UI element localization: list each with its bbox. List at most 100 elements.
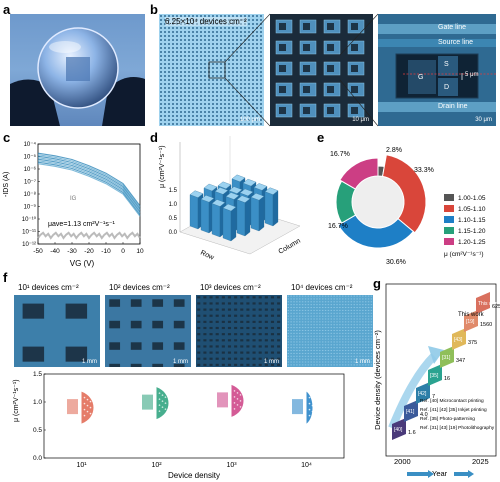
density-value: 375 [468,340,477,346]
panel-label-e: e [317,130,325,145]
density-value: 1.6 [408,430,416,436]
mobility-box [292,399,303,415]
pct-left: 16.7% [328,223,348,230]
density-value: 347 [456,358,465,364]
density-value: 4.0 [420,412,428,418]
density-value: 16 [444,376,450,382]
transfer-curve [37,152,141,207]
mobility-box [217,392,228,408]
mobility-3d-bar-chart: 0.0 0.5 1.0 1.5 μ (cm²V⁻¹s⁻¹) Row Column [159,136,302,262]
density-value: 7 [432,394,435,400]
density-label: 6.25×10⁴ devices cm⁻² [165,17,247,26]
mobility-violin [156,387,169,420]
ref-description: Ref. [41] [42] [35] Inkjet printing [420,407,487,413]
mobility-annotation: μave=1.13 cm²V⁻¹s⁻¹ [48,221,116,228]
z-tick-label: 1.5 [169,188,178,194]
scale-bar-1mm: 1 mm [173,359,188,365]
x-tick-label: -40 [50,248,60,255]
density-micrograph: 1 mm [14,295,100,367]
y-tick-label: 10⁻⁶ [24,166,37,173]
ref-label: [43] [454,337,463,343]
pct-right: 33.3% [414,167,434,174]
scale-bar-1mm: 1 mm [82,359,97,365]
mobility-bar [236,199,246,237]
micrograph-device: Gate line Source line Drain line S G D 5… [378,14,496,126]
x-tick-label: -50 [33,248,43,255]
mobility-distribution-donut: 16.7% 2.8% 33.3% 16.7% 30.6% 1.00-1.05 1.… [328,147,486,266]
donut-slice [339,157,379,190]
array-grid [159,14,264,126]
legend-label: 1.05-1.10 [458,206,486,213]
transfer-curve [37,160,141,214]
x-tick-label: 0 [121,248,125,255]
micrograph-zoom: 10 μm [270,14,373,126]
legend-swatch [444,238,454,245]
y-axis-label: Device density (devices cm⁻²) [373,330,382,430]
source-line-label: Source line [438,39,474,46]
trend-arrow [388,353,437,430]
drain-electrode-label: D [444,84,450,91]
zoom-connectors [224,13,379,127]
z-tick-label: 1.0 [169,202,178,208]
panel-label-c: c [3,130,11,145]
row-label: Row [199,249,216,262]
x-axis-label: VG (V) [70,259,95,268]
gate-line-label: Gate line [438,24,467,31]
x-end-label: 2025 [472,457,489,466]
y-tick-label: 10⁻⁸ [24,191,37,198]
legend-label: 1.10-1.15 [458,217,486,224]
density-value: 1560 [480,322,492,328]
legend-label: 1.20-1.25 [458,239,486,246]
drain-line-label: Drain line [438,103,468,110]
legend-unit: μ (cm²V⁻¹s⁻¹) [444,251,484,258]
panel-label-g: g [373,276,381,291]
y-tick-label: 10⁻¹¹ [22,230,36,236]
timeline-step [416,382,430,404]
y-tick-label: 0.0 [33,455,42,462]
pct-top: 2.8% [386,147,402,154]
x-tick-label: 10² [151,462,162,469]
z-tick-label: 0.5 [169,216,178,222]
y-tick-label: 1.5 [33,371,42,378]
legend-swatch [444,216,454,223]
mobility-bar [222,207,232,242]
timeline-step [392,418,406,440]
ref-label: [40] [394,427,403,433]
density-title: 10¹ devices cm⁻² [18,283,79,292]
x-tick-label: 10¹ [76,462,87,469]
timeline-step [404,400,418,422]
source-line-bar [378,39,496,47]
mobility-bar [189,194,199,230]
pct-upper-left: 16.7% [330,151,350,158]
micrograph-array: 6.25×10⁴ devices cm⁻² 100 μm [159,14,264,126]
y-tick-label: 1.0 [33,399,42,406]
density-mobility-chart: 0.00.51.01.5 10¹ 10² 10³ 10⁴ μ (cm²V⁻¹s⁻¹) … [13,371,345,480]
timeline-step [440,346,454,368]
ref-description: Ref. [40] Microcontact printing [420,398,484,404]
donut-slice [337,214,415,249]
z-tick-label: 0.0 [169,230,178,236]
y-tick-label: 10⁻¹⁰ [22,216,37,223]
ref-label: [41] [406,409,415,415]
density-micrograph: 1 mm [287,295,373,367]
transfer-curve-chart: 10⁻⁴10⁻⁵10⁻⁶10⁻⁷10⁻⁸10⁻⁹10⁻¹⁰10⁻¹¹10⁻¹² … [3,141,144,268]
y-axis-label: μ (cm²V⁻¹s⁻¹) [13,379,20,422]
ig-label: IG [70,196,77,202]
gate-leakage-curve [37,231,141,240]
x-tick-label: -20 [84,248,94,255]
transfer-curve [37,157,141,211]
mobility-bar [200,198,210,234]
y-tick-label: 0.5 [33,427,42,434]
ref-label: [31] [442,355,451,361]
gate-line-bar [378,24,496,34]
y-tick-label: 10⁻⁷ [24,179,36,186]
x-tick-label: 10⁴ [301,462,312,469]
x-tick-label: 10 [136,248,144,255]
panel-label-f: f [3,270,8,285]
source-electrode-label: S [444,61,449,68]
scale-bar-10um: 10 μm [352,117,369,123]
transfer-curve [37,158,141,213]
mobility-box [142,394,153,410]
donut-slice [381,154,427,234]
density-micrograph: 1 mm [105,295,191,367]
